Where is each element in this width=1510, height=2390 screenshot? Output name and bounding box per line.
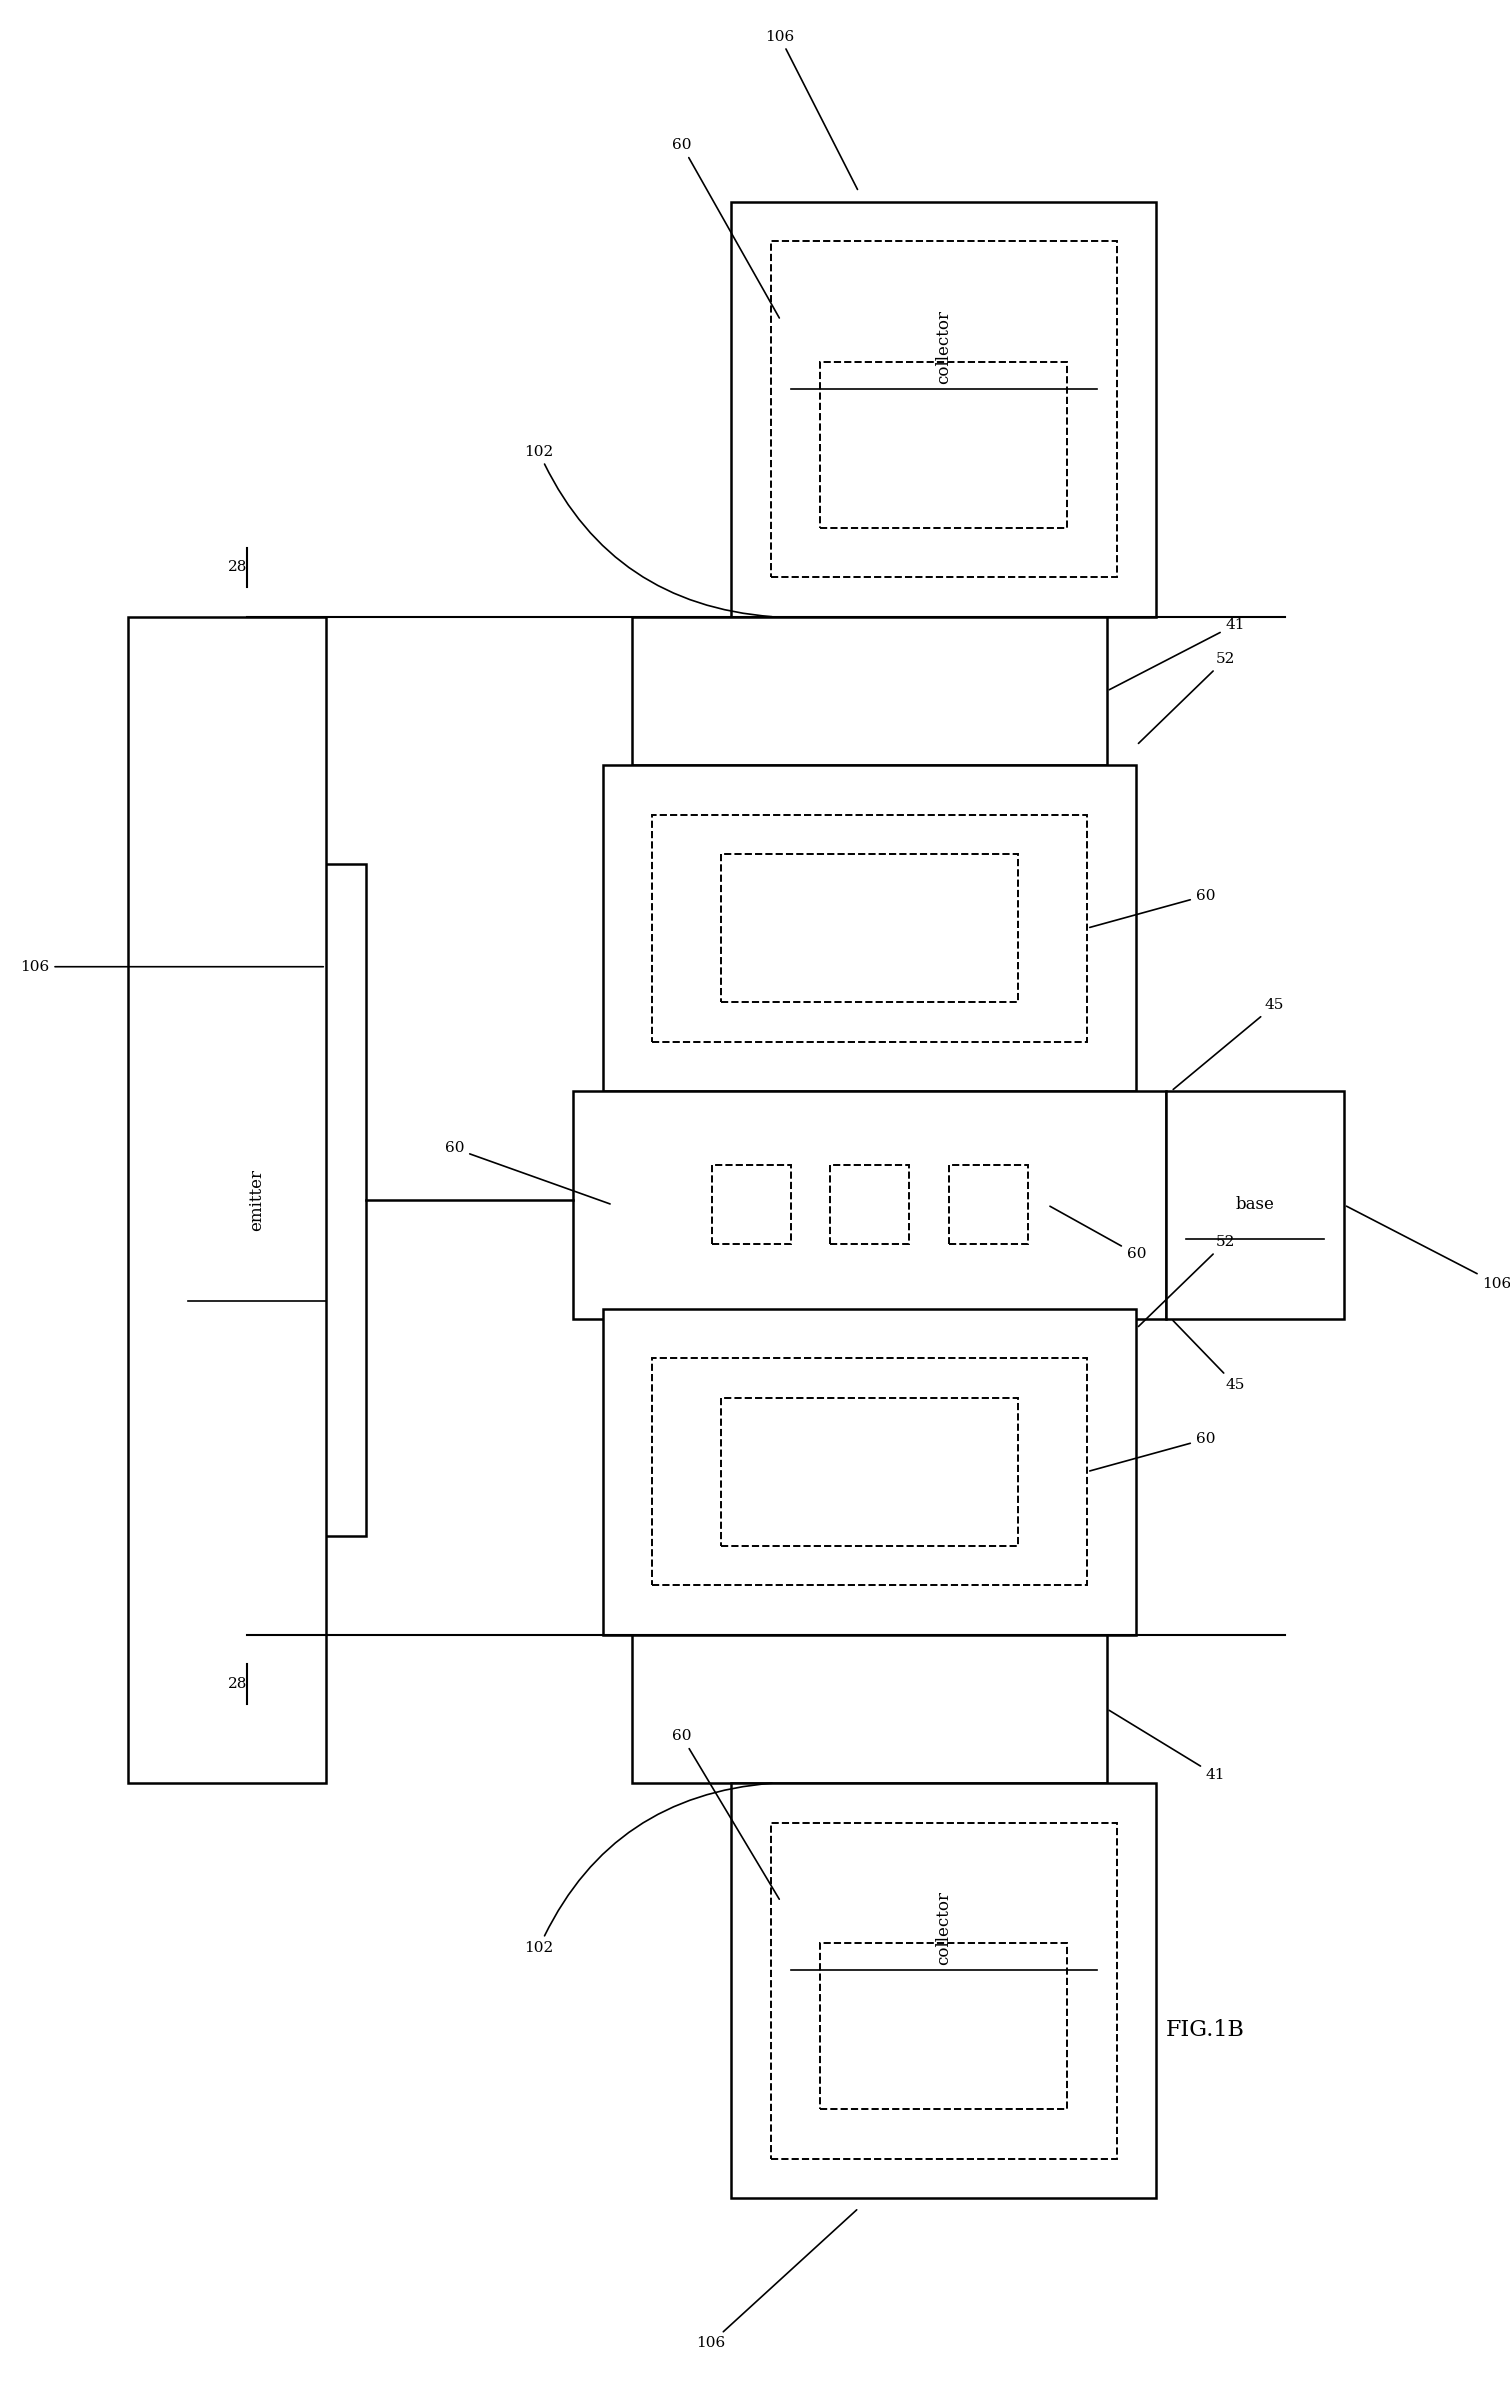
Text: 41: 41 bbox=[1110, 617, 1244, 691]
Text: 106: 106 bbox=[20, 961, 323, 973]
Text: base: base bbox=[1235, 1197, 1274, 1214]
Text: 106: 106 bbox=[1347, 1207, 1510, 1291]
FancyBboxPatch shape bbox=[1166, 1092, 1344, 1319]
Text: 28: 28 bbox=[228, 562, 248, 574]
Text: collector: collector bbox=[935, 311, 953, 385]
Bar bbox=[711, 1166, 791, 1245]
Text: FIG.1B: FIG.1B bbox=[1166, 2020, 1244, 2041]
Text: 60: 60 bbox=[1090, 1432, 1216, 1470]
Bar bbox=[652, 1358, 1087, 1585]
Text: emitter: emitter bbox=[249, 1169, 266, 1231]
Bar bbox=[820, 1943, 1068, 2108]
Text: 60: 60 bbox=[672, 139, 779, 318]
Bar bbox=[770, 241, 1117, 578]
Text: 60: 60 bbox=[672, 1730, 779, 1900]
Text: 41: 41 bbox=[1110, 1711, 1225, 1783]
FancyBboxPatch shape bbox=[574, 1092, 1166, 1319]
FancyBboxPatch shape bbox=[731, 201, 1157, 617]
Text: 106: 106 bbox=[766, 29, 858, 189]
Bar bbox=[722, 1398, 1018, 1546]
Bar bbox=[652, 815, 1087, 1042]
Text: 52: 52 bbox=[1139, 652, 1235, 743]
Text: 60: 60 bbox=[1090, 889, 1216, 927]
Text: 106: 106 bbox=[696, 2211, 856, 2349]
Bar bbox=[820, 361, 1068, 528]
Text: 52: 52 bbox=[1139, 1236, 1235, 1326]
Text: 45: 45 bbox=[1173, 1322, 1244, 1391]
Bar bbox=[770, 1824, 1117, 2158]
FancyBboxPatch shape bbox=[602, 1310, 1137, 1635]
Text: 45: 45 bbox=[1173, 999, 1285, 1090]
FancyBboxPatch shape bbox=[148, 863, 365, 1537]
Text: 28: 28 bbox=[228, 1678, 248, 1692]
FancyBboxPatch shape bbox=[128, 617, 326, 1783]
FancyBboxPatch shape bbox=[633, 1635, 1107, 1783]
Text: collector: collector bbox=[935, 1890, 953, 1965]
FancyBboxPatch shape bbox=[731, 1783, 1157, 2199]
FancyBboxPatch shape bbox=[633, 617, 1107, 765]
Text: 60: 60 bbox=[445, 1142, 610, 1205]
Text: 102: 102 bbox=[524, 445, 772, 617]
Text: 102: 102 bbox=[524, 1783, 772, 1955]
Bar bbox=[948, 1166, 1028, 1245]
FancyBboxPatch shape bbox=[602, 765, 1137, 1092]
Bar bbox=[722, 853, 1018, 1001]
Text: 60: 60 bbox=[1049, 1207, 1146, 1262]
Bar bbox=[831, 1166, 909, 1245]
